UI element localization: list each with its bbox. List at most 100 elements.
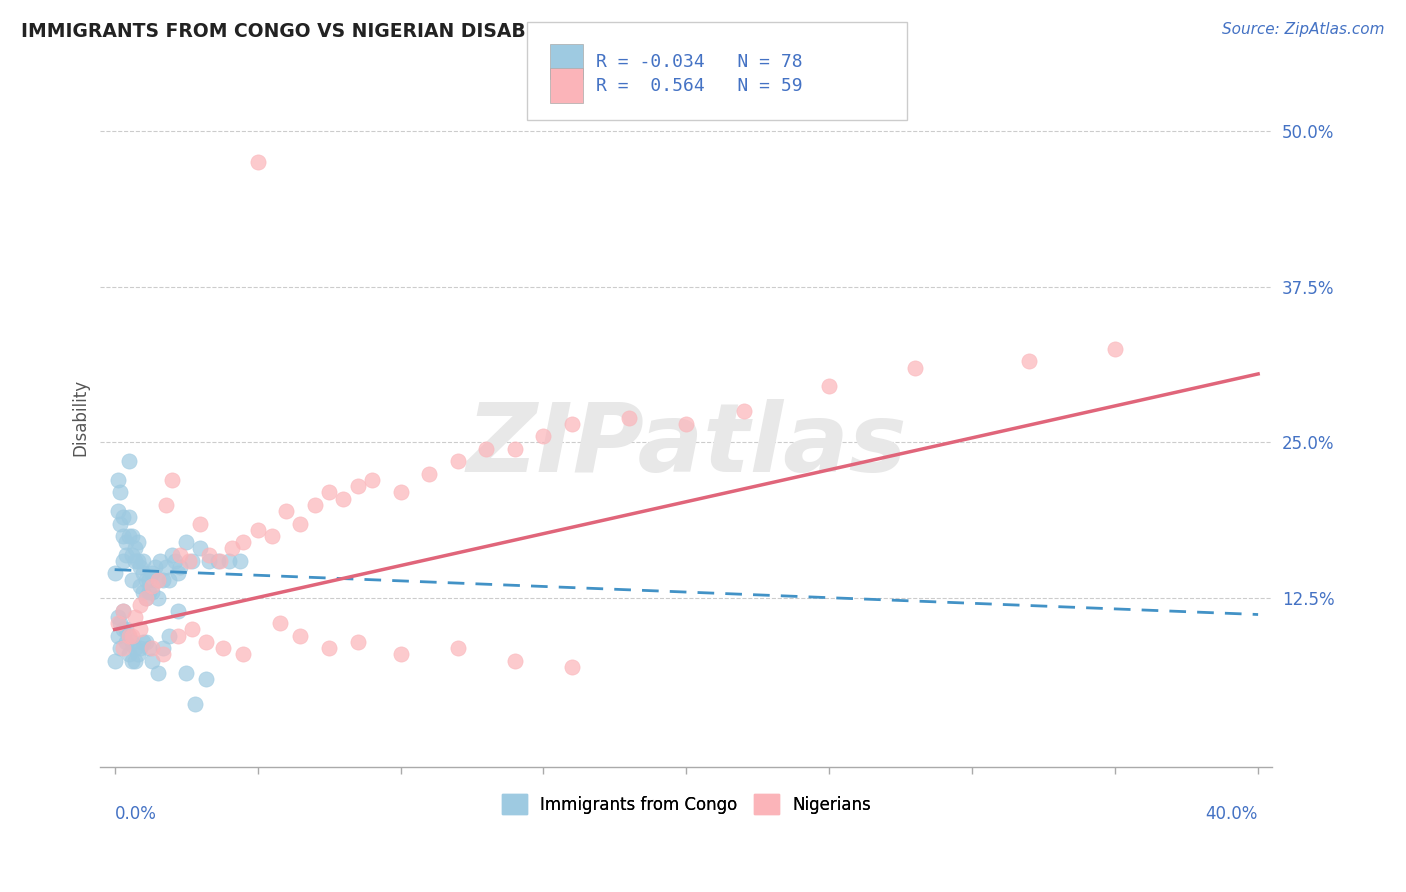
Point [129,579,152,593]
Point [135,635,157,649]
Point [124,554,146,568]
Point [121,573,143,587]
Point [149,554,172,568]
Point [290,629,312,643]
Point [304,498,326,512]
Point [107,616,129,631]
Point [318,641,340,656]
Point [619,410,641,425]
Point [118,629,141,643]
Point [112,510,135,524]
Point [143,560,166,574]
Point [190,541,212,556]
Point [132,566,155,581]
Point [177,554,200,568]
Point [135,591,157,606]
Point [121,654,143,668]
Point [166,604,188,618]
Point [389,648,412,662]
Point [169,560,191,574]
Point [110,641,132,656]
Point [107,629,129,643]
Point [157,573,180,587]
Point [146,573,169,587]
Point [110,485,132,500]
Point [361,473,384,487]
Point [503,442,526,456]
Point [1104,342,1126,356]
Point [180,554,202,568]
Text: R =  0.564   N = 59: R = 0.564 N = 59 [596,77,803,95]
Point [112,641,135,656]
Point [533,429,555,443]
Point [152,573,174,587]
Point [155,560,177,574]
Point [121,548,143,562]
Point [190,516,212,531]
Point [104,654,127,668]
Point [229,554,252,568]
Point [218,554,240,568]
Point [112,554,135,568]
Point [198,554,221,568]
Point [132,554,155,568]
Point [112,529,135,543]
Point [129,623,152,637]
Legend: Immigrants from Congo, Nigerians: Immigrants from Congo, Nigerians [495,788,877,821]
Point [127,648,149,662]
Point [112,604,135,618]
Point [132,585,155,599]
Point [160,548,183,562]
Point [146,573,169,587]
Point [318,485,340,500]
Point [115,623,138,637]
Point [198,548,221,562]
Point [418,467,440,481]
Point [107,504,129,518]
Point [129,560,152,574]
Point [115,635,138,649]
Point [195,673,218,687]
Point [246,155,269,169]
Point [135,591,157,606]
Point [447,454,470,468]
Point [118,629,141,643]
Point [135,573,157,587]
Text: 0.0%: 0.0% [115,805,156,823]
Point [115,535,138,549]
Point [121,635,143,649]
Point [138,585,160,599]
Point [124,641,146,656]
Point [183,698,205,712]
Point [290,516,312,531]
Point [107,473,129,487]
Point [104,566,127,581]
Point [141,585,163,599]
Point [561,417,583,431]
Point [138,641,160,656]
Point [166,629,188,643]
Point [155,498,177,512]
Point [163,554,186,568]
Point [152,648,174,662]
Point [276,504,298,518]
Point [141,579,163,593]
Point [141,641,163,656]
Point [503,654,526,668]
Point [146,666,169,681]
Point [110,616,132,631]
Point [157,629,180,643]
Point [166,566,188,581]
Point [127,554,149,568]
Point [121,529,143,543]
Y-axis label: Disability: Disability [72,379,89,456]
Text: R = -0.034   N = 78: R = -0.034 N = 78 [596,53,803,70]
Point [118,648,141,662]
Point [195,635,218,649]
Point [212,641,235,656]
Text: 40.0%: 40.0% [1206,805,1258,823]
Point [124,541,146,556]
Point [346,635,368,649]
Point [232,535,254,549]
Point [112,623,135,637]
